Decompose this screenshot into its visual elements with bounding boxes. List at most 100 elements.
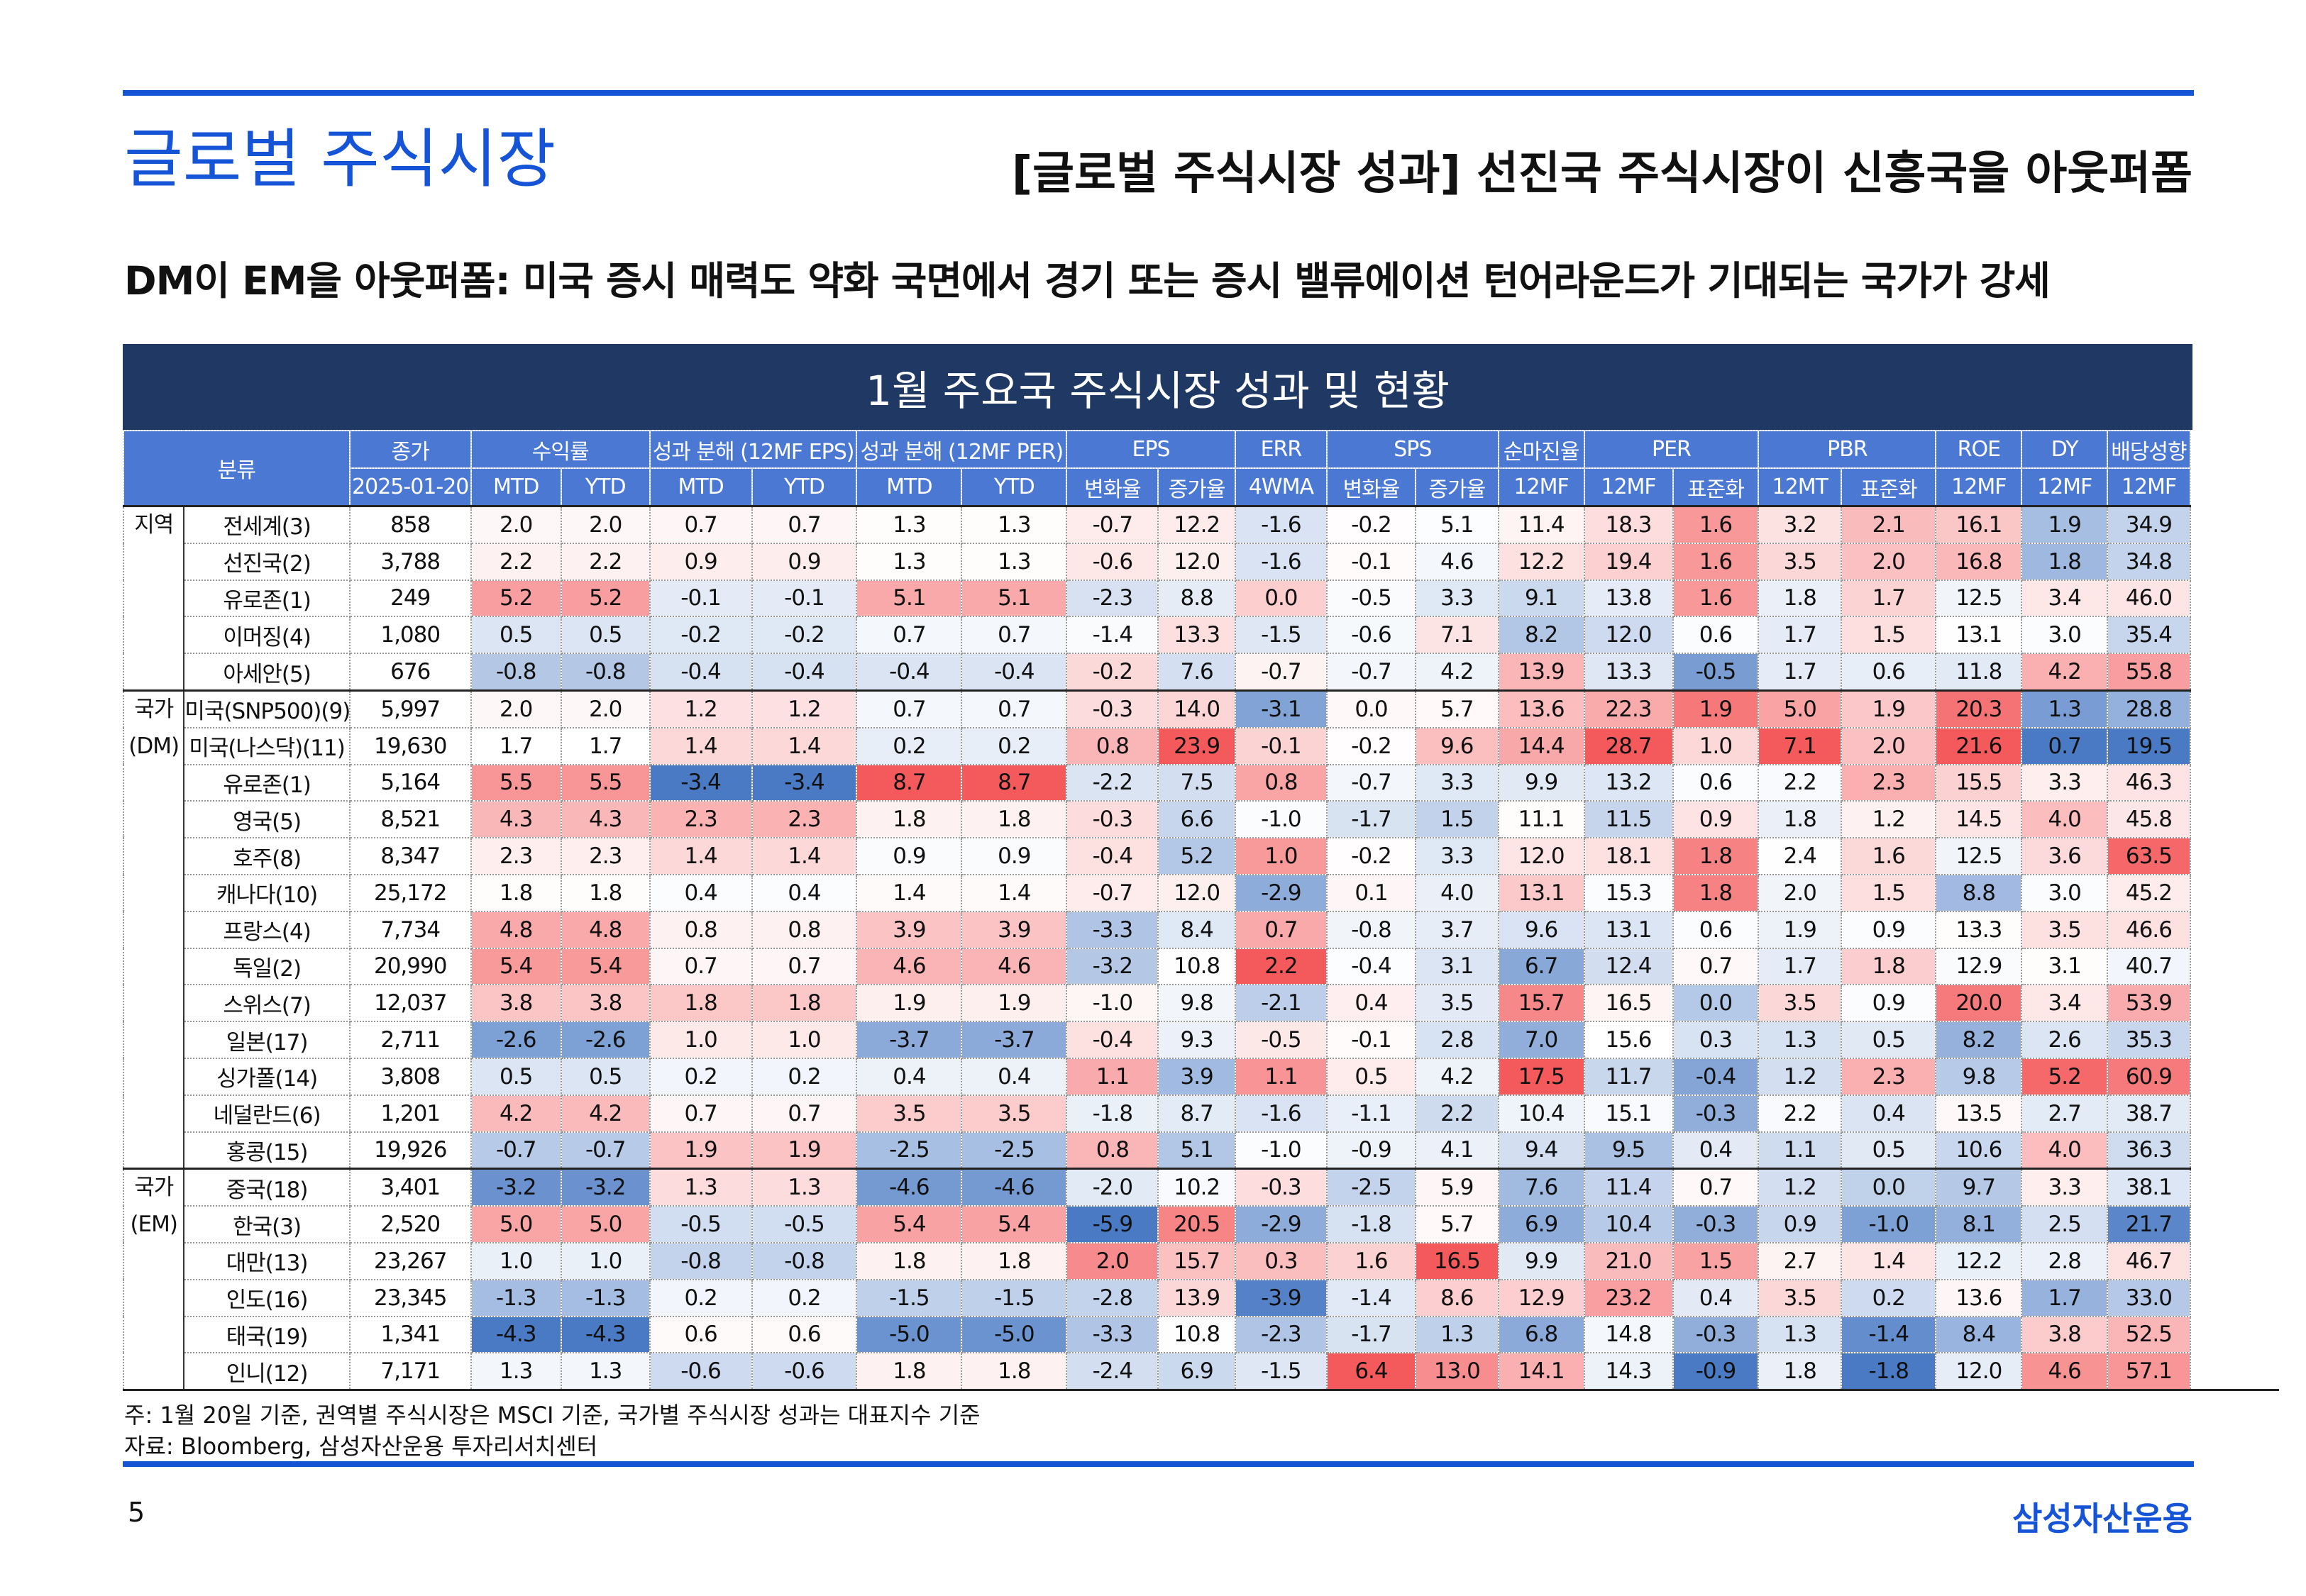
value-cell: 2.2 xyxy=(560,542,651,581)
table-row: 한국(3) 2,520 5.0 5.0 -0.5 -0.5 5.4 5.4 -5.9 20.5 -2… xyxy=(123,1205,2279,1243)
value-cell: 14.5 xyxy=(1935,800,2023,839)
value-cell: -4.3 xyxy=(470,1315,562,1354)
value-cell: 1.8 xyxy=(1672,837,1760,875)
value-cell: 3.5 xyxy=(961,1094,1068,1133)
value-cell: 23,345 xyxy=(348,1278,472,1317)
value-cell: 3.8 xyxy=(2021,1315,2109,1354)
value-cell: 2.0 xyxy=(1841,542,1937,581)
value-cell: -3.7 xyxy=(961,1021,1068,1059)
row-name: 중국(18) xyxy=(183,1168,351,1207)
value-cell: 0.5 xyxy=(470,1057,562,1096)
value-cell: 3.9 xyxy=(1157,1057,1236,1096)
value-cell: 7.0 xyxy=(1497,1021,1585,1059)
value-cell: 3.9 xyxy=(961,910,1068,949)
header-row: 분류 종가 수익률 성과 분해 (12MF EPS) 성과 분해 (12MF PER) E… xyxy=(123,430,2279,507)
row-name: 네덜란드(6) xyxy=(183,1094,351,1133)
row-name: 인니(12) xyxy=(183,1352,351,1391)
value-cell: -1.8 xyxy=(1841,1352,1937,1391)
value-cell: -1.7 xyxy=(1325,1315,1417,1354)
value-cell: 46.7 xyxy=(2107,1241,2191,1280)
header-subcell: 표준화 xyxy=(1841,467,1937,507)
value-cell: 3.3 xyxy=(2021,1168,2109,1207)
value-cell: 12.5 xyxy=(1935,579,2023,618)
value-cell: 0.4 xyxy=(1672,1131,1760,1170)
value-cell: 3.7 xyxy=(1415,910,1499,949)
value-cell: -0.4 xyxy=(1672,1057,1760,1096)
value-cell: 1.7 xyxy=(1758,616,1843,655)
value-cell: 8.4 xyxy=(1935,1315,2023,1354)
row-name: 스위스(7) xyxy=(183,984,351,1023)
page-number: 5 xyxy=(128,1497,145,1528)
value-cell: -4.6 xyxy=(856,1168,963,1207)
value-cell: 5.9 xyxy=(1415,1168,1499,1207)
value-cell: -0.4 xyxy=(649,653,753,692)
value-cell: 0.0 xyxy=(1325,689,1417,728)
value-cell: 0.7 xyxy=(2021,726,2109,765)
value-cell: 2.0 xyxy=(1841,726,1937,765)
value-cell: 18.1 xyxy=(1583,837,1674,875)
value-cell: 52.5 xyxy=(2107,1315,2191,1354)
value-cell: 60.9 xyxy=(2107,1057,2191,1096)
value-cell: 12.0 xyxy=(1157,873,1236,912)
value-cell: -2.5 xyxy=(856,1131,963,1170)
value-cell: -0.7 xyxy=(1325,653,1417,692)
header-cell: PBR xyxy=(1758,430,1937,469)
value-cell: 4.2 xyxy=(470,1094,562,1133)
table-row: 인도(16) 23,345 -1.3 -1.3 0.2 0.2 -1.5 -1.5 -2.8 13… xyxy=(123,1278,2279,1317)
row-name: 인도(16) xyxy=(183,1278,351,1317)
value-cell: 4.0 xyxy=(2021,1131,2109,1170)
row-name: 영국(5) xyxy=(183,800,351,839)
table-row: 국가 (DM) 미국(SNP500)(9) 5,997 2.0 2.0 1.2 1.2 0.7 0… xyxy=(122,689,2279,1170)
value-cell: 0.8 xyxy=(1066,1131,1159,1170)
group-cell: 국가 (EM) xyxy=(122,1168,185,1391)
header-cell: EPS xyxy=(1066,430,1236,469)
value-cell: 38.7 xyxy=(2107,1094,2191,1133)
value-cell: 1.8 xyxy=(751,984,858,1023)
table-row: 네덜란드(6) 1,201 4.2 4.2 0.7 0.7 3.5 3.5 -1.8 8.7 -1.… xyxy=(123,1094,2279,1133)
value-cell: 1.0 xyxy=(751,1021,858,1059)
value-cell: 0.5 xyxy=(470,616,562,655)
value-cell: 3,808 xyxy=(348,1057,472,1096)
value-cell: 3.0 xyxy=(2021,616,2109,655)
row-name: 프랑스(4) xyxy=(183,910,351,949)
value-cell: 35.3 xyxy=(2107,1021,2191,1059)
value-cell: 11.7 xyxy=(1583,1057,1674,1096)
page-title: 글로벌 주식시장 xyxy=(124,122,556,196)
value-cell: 3.6 xyxy=(2021,837,2109,875)
value-cell: 1.2 xyxy=(1841,800,1937,839)
value-cell: 10.4 xyxy=(1497,1094,1585,1133)
value-cell: 53.9 xyxy=(2107,984,2191,1023)
value-cell: 2.0 xyxy=(470,504,562,544)
value-cell: -3.1 xyxy=(1234,689,1328,728)
value-cell: 0.5 xyxy=(1841,1021,1937,1059)
value-cell: -0.2 xyxy=(1066,653,1159,692)
value-cell: -0.8 xyxy=(560,653,651,692)
value-cell: -0.1 xyxy=(1234,726,1328,765)
value-cell: 1.1 xyxy=(1758,1131,1843,1170)
value-cell: 1.3 xyxy=(1758,1021,1843,1059)
table-row: 싱가폴(14) 3,808 0.5 0.5 0.2 0.2 0.4 0.4 1.1 3.9 1.1 0… xyxy=(123,1057,2279,1096)
value-cell: 3,788 xyxy=(348,542,472,581)
value-cell: 9.7 xyxy=(1935,1168,2023,1207)
value-cell: 12.5 xyxy=(1935,837,2023,875)
value-cell: 1.6 xyxy=(1325,1241,1417,1280)
table-block: 1월 주요국 주식시장 성과 및 현황 분류 종가 수익률 성과 분해 (12MF E… xyxy=(122,344,2279,1391)
value-cell: 12,037 xyxy=(348,984,472,1023)
value-cell: -0.8 xyxy=(470,653,562,692)
value-cell: 2.3 xyxy=(751,800,858,839)
value-cell: 0.1 xyxy=(1325,873,1417,912)
value-cell: 5.1 xyxy=(1157,1131,1236,1170)
value-cell: 1.4 xyxy=(649,726,753,765)
value-cell: -0.7 xyxy=(1234,653,1328,692)
value-cell: -0.4 xyxy=(751,653,858,692)
header-subcell: 12MF xyxy=(2107,467,2191,507)
value-cell: 23.2 xyxy=(1583,1278,1674,1317)
value-cell: -0.6 xyxy=(1066,542,1159,581)
brand: 삼성자산운용 xyxy=(2012,1500,2192,1538)
value-cell: -2.9 xyxy=(1234,873,1328,912)
value-cell: 0.7 xyxy=(1672,1168,1760,1207)
value-cell: 12.9 xyxy=(1935,947,2023,986)
value-cell: 15.6 xyxy=(1583,1021,1674,1059)
value-cell: 3.3 xyxy=(1415,763,1499,802)
value-cell: 0.2 xyxy=(751,1057,858,1096)
